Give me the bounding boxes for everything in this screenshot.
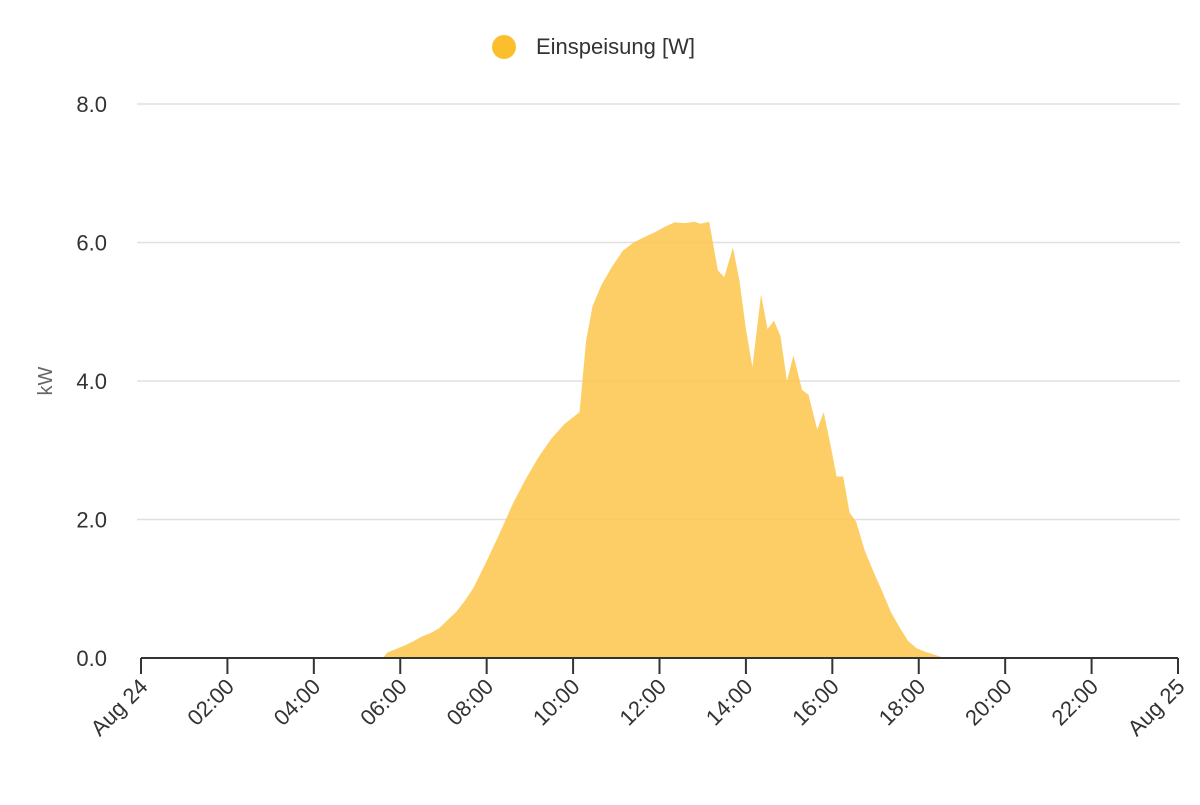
y-tick-label: 0.0: [76, 646, 107, 671]
x-tick-label: 12:00: [614, 674, 671, 731]
y-tick-label: 2.0: [76, 508, 107, 533]
x-tick-label: 16:00: [787, 674, 844, 731]
legend-swatch: [492, 35, 516, 59]
y-tick-label: 4.0: [76, 369, 107, 394]
x-tick-label: 10:00: [528, 674, 585, 731]
y-axis-title: kW: [35, 366, 57, 395]
y-tick-label: 8.0: [76, 92, 107, 117]
x-tick-label: 18:00: [874, 674, 931, 731]
x-tick-label: 22:00: [1047, 674, 1104, 731]
x-tick-label: Aug 25: [1123, 674, 1190, 741]
y-tick-label: 6.0: [76, 231, 107, 256]
x-tick-label: 06:00: [355, 674, 412, 731]
x-tick-label: Aug 24: [86, 674, 153, 741]
x-tick-label: 04:00: [269, 674, 326, 731]
legend[interactable]: Einspeisung [W]: [492, 34, 695, 60]
x-tick-label: 08:00: [442, 674, 499, 731]
x-tick-label: 14:00: [701, 674, 758, 731]
x-tick-label: 02:00: [182, 674, 239, 731]
x-tick-label: 20:00: [960, 674, 1017, 731]
legend-label: Einspeisung [W]: [536, 34, 695, 59]
series-area[interactable]: [141, 221, 1178, 659]
